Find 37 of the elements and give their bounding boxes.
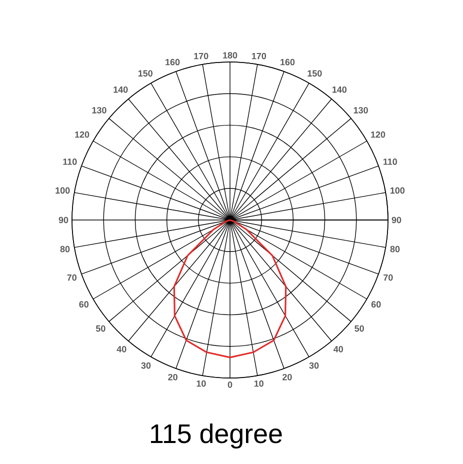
spoke-label: 60 [371,301,381,308]
spoke-label: 180 [223,52,238,58]
spoke-label: 160 [280,58,295,66]
spoke-label: 50 [96,325,106,332]
spoke-label: 10 [196,380,206,387]
spoke-label: 20 [282,374,292,380]
spoke-label: 30 [309,362,319,369]
spoke-label: 70 [384,274,393,281]
spoke-label: 140 [114,86,128,93]
spoke-label: 160 [166,58,180,66]
spoke-label: 100 [390,187,405,194]
spoke-label: 90 [58,216,68,224]
spoke-label: 90 [392,216,402,224]
spoke-label: 100 [56,187,70,194]
spoke-label: 130 [354,107,368,114]
spoke-label: 110 [63,158,77,165]
text: 115 degree [150,423,282,449]
spoke-label: 40 [116,346,126,352]
spoke-label: 30 [141,362,151,369]
spoke-label: 40 [334,346,343,352]
spoke-label: 50 [354,325,364,332]
spoke-label: 80 [390,246,400,252]
spoke-label: 170 [252,52,266,60]
spoke-label: 60 [79,301,89,308]
spoke-label: 110 [383,158,397,165]
spoke-label: 10 [254,380,264,387]
spoke-label: 130 [92,107,106,114]
spoke-label: 120 [371,131,386,138]
spoke-label: 20 [168,374,178,380]
spoke-label: 70 [67,274,76,281]
spoke-label: 150 [138,70,152,77]
spoke-label: 170 [194,52,208,60]
spoke-label: 150 [308,70,322,77]
spoke-label: 140 [332,86,347,93]
spoke-label: 80 [60,246,70,252]
spoke-label: 120 [75,131,90,138]
spoke-label: 0 [228,382,232,388]
